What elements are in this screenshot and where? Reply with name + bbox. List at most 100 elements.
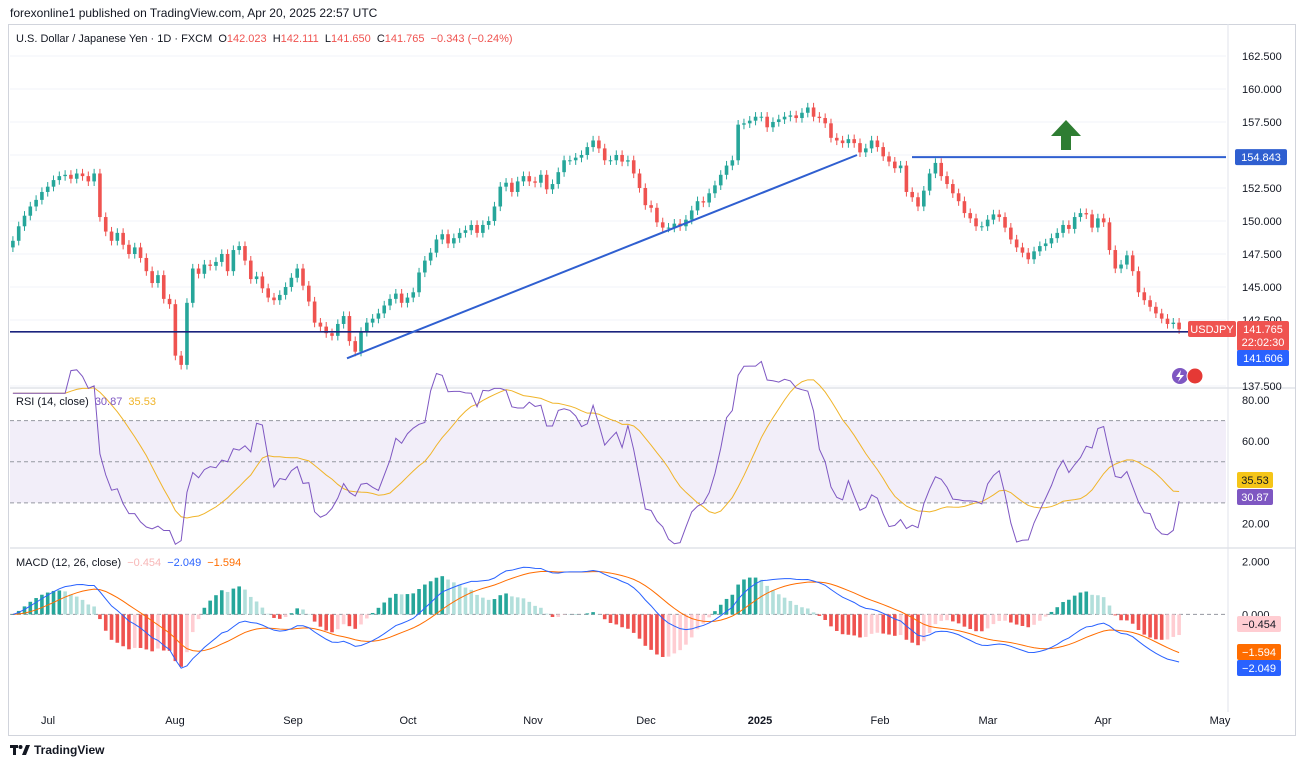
candle-body — [579, 155, 584, 158]
macd-histogram-bar — [834, 614, 839, 631]
candle-body — [1043, 243, 1048, 247]
macd-histogram-bar — [1096, 595, 1100, 615]
macd-histogram-bar — [904, 614, 909, 640]
candle-body — [1014, 239, 1019, 248]
macd-histogram-bar — [968, 614, 973, 629]
macd-histogram-bar — [1049, 611, 1054, 615]
candle-body — [539, 174, 543, 183]
close-label: C — [376, 33, 385, 45]
macd-histogram-bar — [666, 614, 671, 657]
macd-histogram-bar — [1107, 605, 1112, 615]
candle-body — [910, 191, 915, 198]
candle-body — [1154, 306, 1158, 314]
candle-body — [730, 160, 735, 166]
macd-histogram-bar — [527, 601, 532, 615]
candle-body — [283, 287, 288, 295]
time-tick-label: Dec — [636, 715, 656, 727]
macd-histogram-bar — [434, 577, 439, 615]
candle-body — [434, 239, 439, 253]
candle-body — [718, 174, 723, 186]
macd-histogram-bar — [457, 584, 462, 615]
macd-line-badge-bg — [1237, 660, 1281, 676]
symbol-badge: USDJPY — [1190, 324, 1234, 336]
support-badge-bg — [1237, 350, 1289, 366]
macd-histogram-bar — [724, 598, 729, 615]
macd-histogram-bar — [539, 607, 543, 615]
macd-histogram-bar — [1142, 614, 1147, 635]
countdown-badge: 22:02:30 — [1242, 337, 1285, 349]
macd-histogram-bar — [347, 614, 352, 627]
symbol-title: U.S. Dollar / Japanese Yen · 1D · FXCM — [16, 33, 213, 45]
candle-body — [1090, 214, 1094, 228]
macd-histogram-bar — [800, 607, 804, 615]
chart-frame — [8, 24, 1296, 736]
candle-body — [1072, 217, 1077, 229]
macd-histogram-bar — [63, 591, 67, 615]
candle-body — [423, 260, 427, 273]
candle-body — [34, 199, 38, 207]
candle-body — [1125, 255, 1129, 265]
macd-histogram-bar — [962, 614, 967, 627]
candle-body — [103, 217, 108, 232]
candle-body — [16, 226, 21, 241]
high-value: 142.111 — [280, 33, 319, 45]
candle-body — [962, 201, 967, 214]
macd-histogram-bar — [388, 597, 392, 615]
candle-body — [655, 207, 659, 223]
time-tick-label: Mar — [979, 715, 998, 727]
candle-body — [550, 184, 555, 190]
candle-body — [939, 162, 944, 177]
candle-body — [167, 298, 172, 305]
candle-body — [376, 313, 381, 319]
rsi-tick-label: 20.00 — [1242, 518, 1270, 530]
macd-histogram-bar — [399, 594, 404, 615]
candle-body — [1101, 218, 1106, 223]
macd-histogram-bar — [161, 614, 166, 651]
candle-body — [1049, 238, 1054, 244]
macd-histogram-bar — [927, 614, 932, 634]
candle-body — [893, 161, 897, 169]
tradingview-footer[interactable]: TradingView — [10, 743, 104, 757]
candle-body — [330, 333, 334, 336]
candle-body — [1078, 213, 1083, 218]
candle-body — [307, 285, 311, 302]
candle-body — [643, 188, 648, 206]
candle-body — [666, 227, 671, 229]
rsi-legend: RSI (14, close) 30.87 35.53 — [16, 396, 159, 408]
candle-body — [602, 148, 607, 161]
macd-histogram-bar — [336, 614, 340, 630]
rsi-ma-badge: 35.53 — [1241, 475, 1269, 487]
candle-body — [57, 176, 62, 181]
candle-body — [202, 264, 207, 274]
macd-histogram-bar — [771, 590, 775, 615]
macd-histogram-bar — [376, 607, 381, 615]
macd-histogram-bar — [1177, 614, 1181, 636]
us-flag-icon — [1186, 367, 1204, 385]
macd-histogram-bar — [1026, 614, 1031, 628]
macd-signal-badge: −1.594 — [1242, 647, 1276, 659]
candle-body — [150, 271, 154, 284]
macd-histogram-bar — [504, 593, 508, 615]
candle-body — [794, 115, 798, 119]
candle-body — [771, 122, 775, 128]
macd-histogram-bar — [776, 594, 781, 615]
candle-body — [573, 157, 578, 161]
macd-histogram-bar — [521, 598, 526, 615]
candle-body — [713, 185, 717, 194]
candle-body — [452, 238, 456, 244]
trend-line — [346, 154, 858, 360]
candle-body — [1084, 213, 1089, 215]
macd-histogram-bar — [34, 598, 38, 615]
macd-histogram-bar — [1072, 595, 1077, 615]
macd-histogram-bar — [28, 601, 33, 615]
candle-body — [156, 275, 160, 284]
candle-body — [254, 276, 259, 280]
candle-body — [324, 326, 329, 334]
candle-body — [533, 181, 537, 183]
macd-histogram-bar — [753, 577, 758, 615]
macd-histogram-bar — [1165, 614, 1170, 640]
candle-body — [161, 275, 166, 299]
price-tick-label: 162.500 — [1242, 51, 1282, 63]
macd-signal-badge-bg — [1237, 644, 1281, 660]
